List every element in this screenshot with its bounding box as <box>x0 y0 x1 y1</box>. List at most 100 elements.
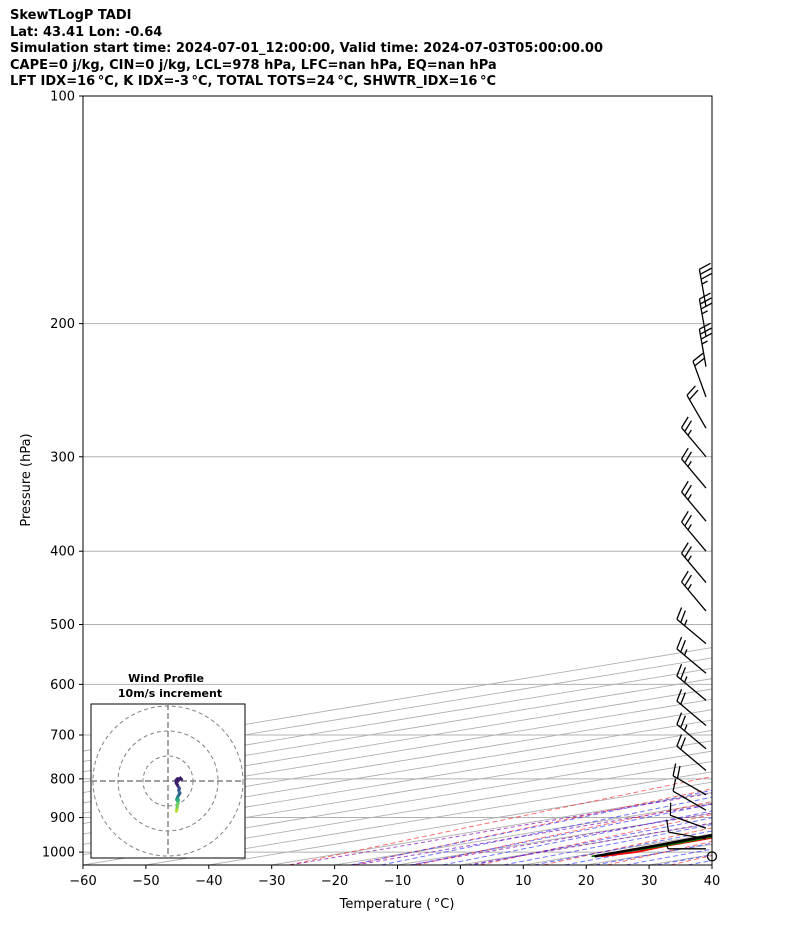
mixing-ratio-line <box>289 792 712 865</box>
barb-staff <box>681 553 707 583</box>
moist-adiabat-line <box>656 854 712 865</box>
x-tick-label: 10 <box>515 874 532 889</box>
x-tick-label: −20 <box>321 874 348 889</box>
stability-indices: LFT IDX=16 °C, K IDX=-3 °C, TOTAL TOTS=2… <box>10 74 497 89</box>
isotherm-line <box>83 678 712 783</box>
barb-flag <box>680 692 686 705</box>
barb-staff <box>692 360 707 398</box>
isotherm-line <box>83 719 712 825</box>
y-tick-label: 100 <box>50 90 75 105</box>
wind-barbs <box>665 262 718 862</box>
barb-half-flag <box>683 649 688 656</box>
dry-adiabat-line <box>352 788 712 865</box>
barb-flag <box>689 389 699 401</box>
y-tick-label: 900 <box>50 811 75 826</box>
wind-barb <box>681 542 707 583</box>
isotherm-line <box>83 698 712 804</box>
moist-adiabat-line <box>564 836 712 865</box>
barb-half-flag <box>683 619 688 626</box>
dry-adiabat-line <box>543 827 712 865</box>
wind-barb <box>672 778 707 811</box>
chart-header: SkewTLogP TADI Lat: 43.41 Lon: -0.64 Sim… <box>10 8 603 91</box>
barb-staff <box>676 745 707 772</box>
barb-flag <box>684 451 692 464</box>
wind-barb <box>692 352 707 398</box>
y-tick-label: 400 <box>50 545 75 560</box>
moist-adiabat-line <box>473 817 712 865</box>
x-axis-label: Temperature ( °C) <box>339 897 455 912</box>
barb-half-flag <box>701 310 708 315</box>
barb-flag <box>684 514 692 527</box>
barb-staff <box>676 700 707 726</box>
moist-adiabat-line <box>442 810 712 865</box>
isotherm-line <box>334 802 712 865</box>
y-tick-label: 500 <box>50 618 75 633</box>
barb-flag <box>676 712 683 725</box>
chart-title: SkewTLogP TADI <box>10 8 132 23</box>
wind-barb <box>698 292 713 337</box>
hodograph-upper-trace <box>174 776 184 785</box>
parcel-line <box>594 833 712 858</box>
station-coordinates: Lat: 43.41 Lon: -0.64 <box>10 24 163 40</box>
y-tick-label: 800 <box>50 772 75 787</box>
barb-staff <box>681 491 707 522</box>
barb-flag <box>666 819 670 833</box>
wind-barb <box>698 322 713 367</box>
barb-staff <box>676 675 707 701</box>
isotherm-line <box>208 781 712 865</box>
barb-flag <box>684 484 692 497</box>
barb-flag <box>680 737 686 750</box>
wind-barb <box>681 570 707 612</box>
mixing-ratio-line <box>409 812 712 865</box>
moist-adiabat-line <box>625 848 712 865</box>
x-tick-label: 0 <box>456 874 464 889</box>
barb-staff <box>672 775 707 796</box>
x-tick-label: −60 <box>69 874 96 889</box>
chart-axes: −60 −50 −40 −30 −20 −10 0 10 20 30 40 100 200 300 400 5… <box>42 90 720 890</box>
x-tick-label: −50 <box>132 874 159 889</box>
inset-subtitle: 10m/s increment <box>118 687 222 700</box>
barb-staff <box>672 790 707 811</box>
moist-adiabat-line <box>350 789 712 865</box>
x-tick-label: −10 <box>384 874 411 889</box>
isotherm-line <box>586 843 712 865</box>
wind-barb <box>666 819 707 840</box>
barb-flag <box>680 610 686 623</box>
cape-cin-summary: CAPE=0 j/kg, CIN=0 j/kg, LCL=978 hPa, LF… <box>10 57 497 73</box>
barb-flag <box>699 267 712 275</box>
barb-flag <box>672 778 677 792</box>
barb-flag <box>680 667 686 680</box>
barb-staff <box>681 427 707 458</box>
y-tick-label: 300 <box>50 450 75 465</box>
barb-half-flag <box>687 429 692 436</box>
wind-barb <box>672 763 707 796</box>
barb-flag <box>700 332 713 340</box>
dry-adiabat-line <box>734 96 794 865</box>
barb-flag <box>676 636 683 650</box>
dry-adiabat-line <box>416 801 712 865</box>
y-tick-label: 200 <box>50 317 75 332</box>
barb-flag <box>692 352 704 362</box>
isotherm-line <box>711 864 712 865</box>
barb-flag <box>699 292 711 300</box>
barb-staff <box>681 458 707 489</box>
dry-adiabat-line <box>288 776 712 865</box>
moist-adiabat-line <box>595 842 712 865</box>
wind-barb <box>676 712 707 750</box>
barb-flag <box>699 322 711 330</box>
barb-half-flag <box>683 676 688 683</box>
moist-adiabat-line <box>687 860 712 865</box>
barb-flag <box>676 734 683 747</box>
wind-barb <box>665 842 706 850</box>
barb-staff <box>676 723 707 750</box>
wind-barb <box>681 480 707 522</box>
barb-flag <box>699 327 712 335</box>
wind-barb <box>681 511 707 552</box>
barb-half-flag <box>687 460 692 467</box>
barb-staff <box>676 648 707 674</box>
barb-flag <box>672 763 677 776</box>
barb-half-flag <box>665 842 669 850</box>
barb-half-flag <box>701 280 708 285</box>
x-tick-label: 40 <box>704 874 721 889</box>
